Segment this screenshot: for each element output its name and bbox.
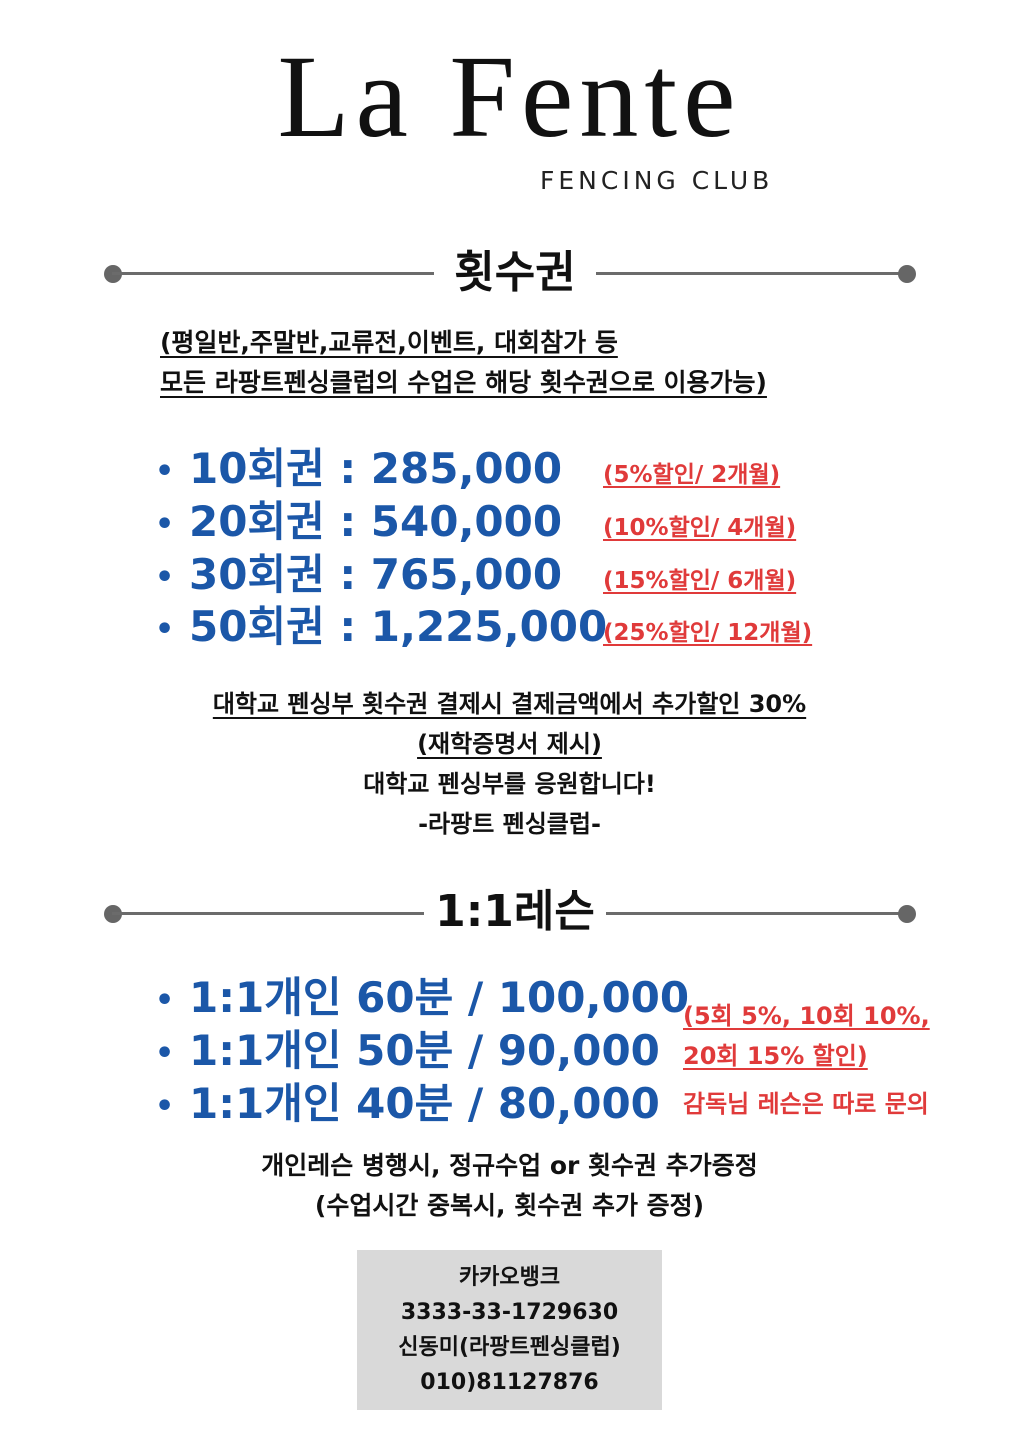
usage-note-line2: 모든 라팡트펜싱클럽의 수업은 해당 횟수권으로 이용가능) xyxy=(160,368,767,397)
lesson-discount-line2: 20회 15% 할인) xyxy=(683,1042,868,1070)
discount-30: (15%할인/ 6개월) xyxy=(603,568,797,594)
bullet-icon: • xyxy=(155,982,175,1018)
section-title-punch-card: 횟수권 xyxy=(434,251,596,295)
lesson-item-60: • 1:1개인 60분 / 100,000 xyxy=(155,973,690,1022)
bullet-icon: • xyxy=(155,611,175,647)
price-item-20: • 20회권 : 540,000 xyxy=(155,497,563,546)
club-signature-line: -라팡트 펜싱클럽- xyxy=(418,810,601,838)
section-line-dot-right xyxy=(898,265,916,283)
bullet-icon: • xyxy=(155,559,175,595)
price-item-50: • 50회권 : 1,225,000 xyxy=(155,602,608,651)
bank-info-box: 카카오뱅크 3333-33-1729630 신동미(라팡트펜싱클럽) 010)8… xyxy=(357,1250,662,1410)
university-discount-line: 대학교 펜싱부 횟수권 결제시 결제금액에서 추가할인 30% xyxy=(212,690,807,718)
bank-account-holder: 신동미(라팡트펜싱클럽) xyxy=(398,1335,621,1360)
university-proof-line: (재학증명서 제시) xyxy=(417,730,602,758)
lesson-bonus-line1: 개인레슨 병행시, 정규수업 or 횟수권 추가증정 xyxy=(261,1151,758,1180)
section-line-dot-right xyxy=(898,905,916,923)
usage-note-line1: (평일반,주말반,교류전,이벤트, 대회참가 등 xyxy=(160,328,618,357)
logo-subtitle: FENCING CLUB xyxy=(540,166,774,195)
bullet-icon: • xyxy=(155,453,175,489)
university-cheer-line: 대학교 펜싱부를 응원합니다! xyxy=(363,770,656,798)
discount-10: (5%할인/ 2개월) xyxy=(603,462,781,488)
price-item-30: • 30회권 : 765,000 xyxy=(155,550,563,599)
section-title-private-lesson: 1:1레슨 xyxy=(424,890,606,934)
lesson-item-40: • 1:1개인 40분 / 80,000 xyxy=(155,1079,660,1128)
bullet-icon: • xyxy=(155,506,175,542)
lesson-item-50: • 1:1개인 50분 / 90,000 xyxy=(155,1026,660,1075)
bullet-icon: • xyxy=(155,1035,175,1071)
contact-phone: 010)81127876 xyxy=(420,1370,599,1395)
logo-title: La Fente xyxy=(277,31,742,162)
bank-account-number: 3333-33-1729630 xyxy=(400,1300,619,1325)
lesson-bonus-line2: (수업시간 중복시, 횟수권 추가 증정) xyxy=(314,1191,705,1220)
lesson-discount-line1: (5회 5%, 10회 10%, xyxy=(683,1002,930,1030)
coach-lesson-note: 감독님 레슨은 따로 문의 xyxy=(683,1090,929,1118)
discount-20: (10%할인/ 4개월) xyxy=(603,515,797,541)
bullet-icon: • xyxy=(155,1088,175,1124)
price-item-10: • 10회권 : 285,000 xyxy=(155,444,563,493)
discount-50: (25%할인/ 12개월) xyxy=(603,620,813,646)
bank-name: 카카오뱅크 xyxy=(458,1265,561,1290)
